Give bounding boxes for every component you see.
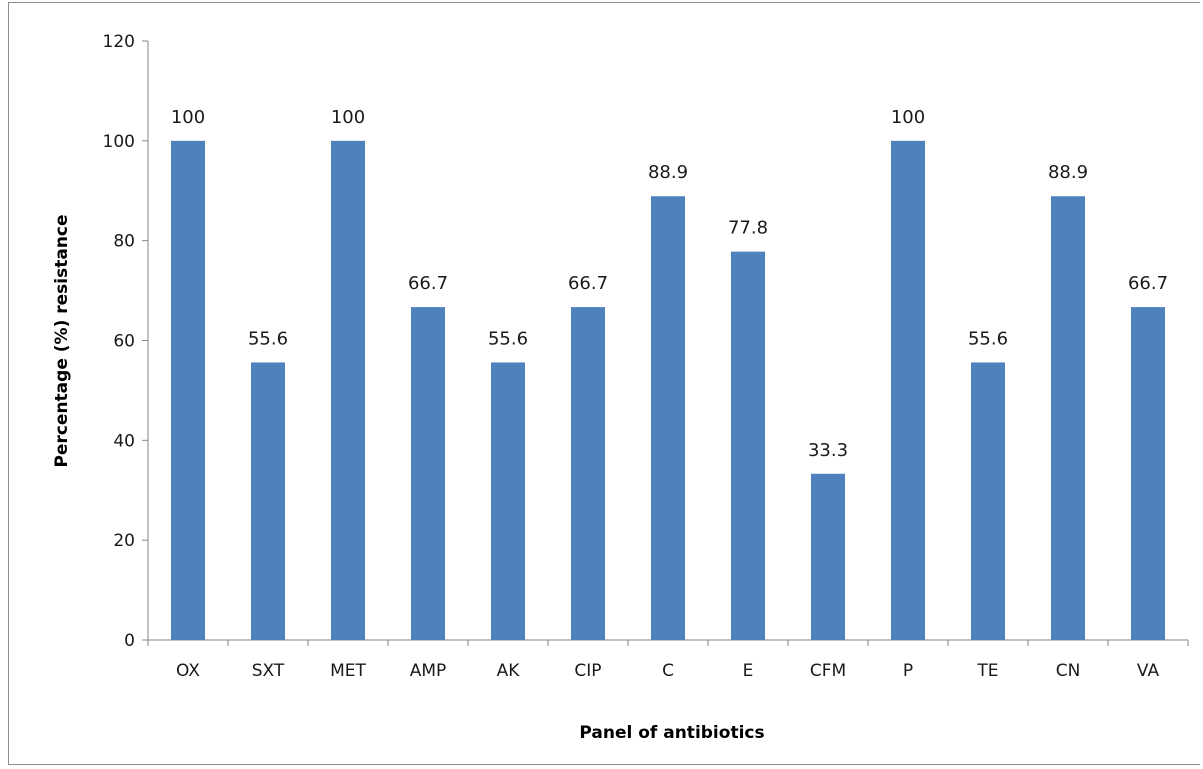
- y-tick-label: 0: [124, 631, 135, 651]
- x-axis: OX SXT MET AMP AK CIP C E CFM P TE CN VA: [147, 639, 1189, 681]
- y-axis: 0 20 40 60 80 100 120: [103, 32, 149, 651]
- x-tick-label: AMP: [410, 661, 447, 681]
- x-tick-label: AK: [497, 661, 521, 681]
- y-tick-label: 60: [113, 332, 135, 352]
- data-label: 55.6: [968, 328, 1008, 349]
- x-tick-label: TE: [976, 661, 998, 681]
- bar-met: [331, 140, 365, 641]
- y-tick-label: 20: [113, 531, 135, 551]
- data-label: 66.7: [568, 273, 608, 294]
- x-tick-label: CFM: [810, 661, 846, 681]
- data-label: 66.7: [408, 273, 448, 294]
- bar-amp: [411, 307, 445, 640]
- bar-p: [891, 140, 925, 641]
- x-tick-label: E: [743, 661, 754, 681]
- bar-va: [1131, 307, 1165, 640]
- bar-cfm: [811, 473, 845, 640]
- data-label: 77.8: [728, 218, 768, 239]
- bar-sxt: [251, 362, 285, 640]
- data-label: 88.9: [1048, 162, 1088, 183]
- y-tick-label: 40: [113, 431, 135, 451]
- bar-cip: [571, 307, 605, 640]
- data-labels: 100 55.6 100 66.7 55.6 66.7 88.9 77.8 33.3 100 55.…: [171, 107, 1168, 461]
- y-axis-title: Percentage (%) resistance: [52, 214, 72, 467]
- data-label: 55.6: [248, 328, 288, 349]
- x-tick-label: P: [903, 661, 913, 681]
- data-label: 55.6: [488, 328, 528, 349]
- y-tick-label: 80: [113, 232, 135, 252]
- bar-c: [651, 196, 685, 640]
- data-label: 66.7: [1128, 273, 1168, 294]
- bars: [171, 140, 1165, 641]
- x-tick-label: MET: [330, 661, 366, 681]
- x-tick-label: OX: [176, 661, 200, 681]
- data-label: 33.3: [808, 440, 848, 461]
- x-tick-label: SXT: [252, 661, 285, 681]
- data-label: 100: [891, 107, 925, 128]
- bar-te: [971, 362, 1005, 640]
- y-tick-label: 100: [103, 132, 135, 152]
- x-tick-label: VA: [1137, 661, 1160, 681]
- x-tick-label: CN: [1056, 661, 1081, 681]
- y-tick-label: 120: [103, 32, 135, 52]
- bar-cn: [1051, 196, 1085, 640]
- bar-e: [731, 251, 765, 641]
- bar-ak: [491, 362, 525, 640]
- x-axis-title: Panel of antibiotics: [579, 723, 764, 743]
- x-tick-label: CIP: [574, 661, 601, 681]
- data-label: 100: [331, 107, 365, 128]
- data-label: 100: [171, 107, 205, 128]
- x-tick-label: C: [662, 661, 674, 681]
- bar-ox: [171, 140, 205, 641]
- data-label: 88.9: [648, 162, 688, 183]
